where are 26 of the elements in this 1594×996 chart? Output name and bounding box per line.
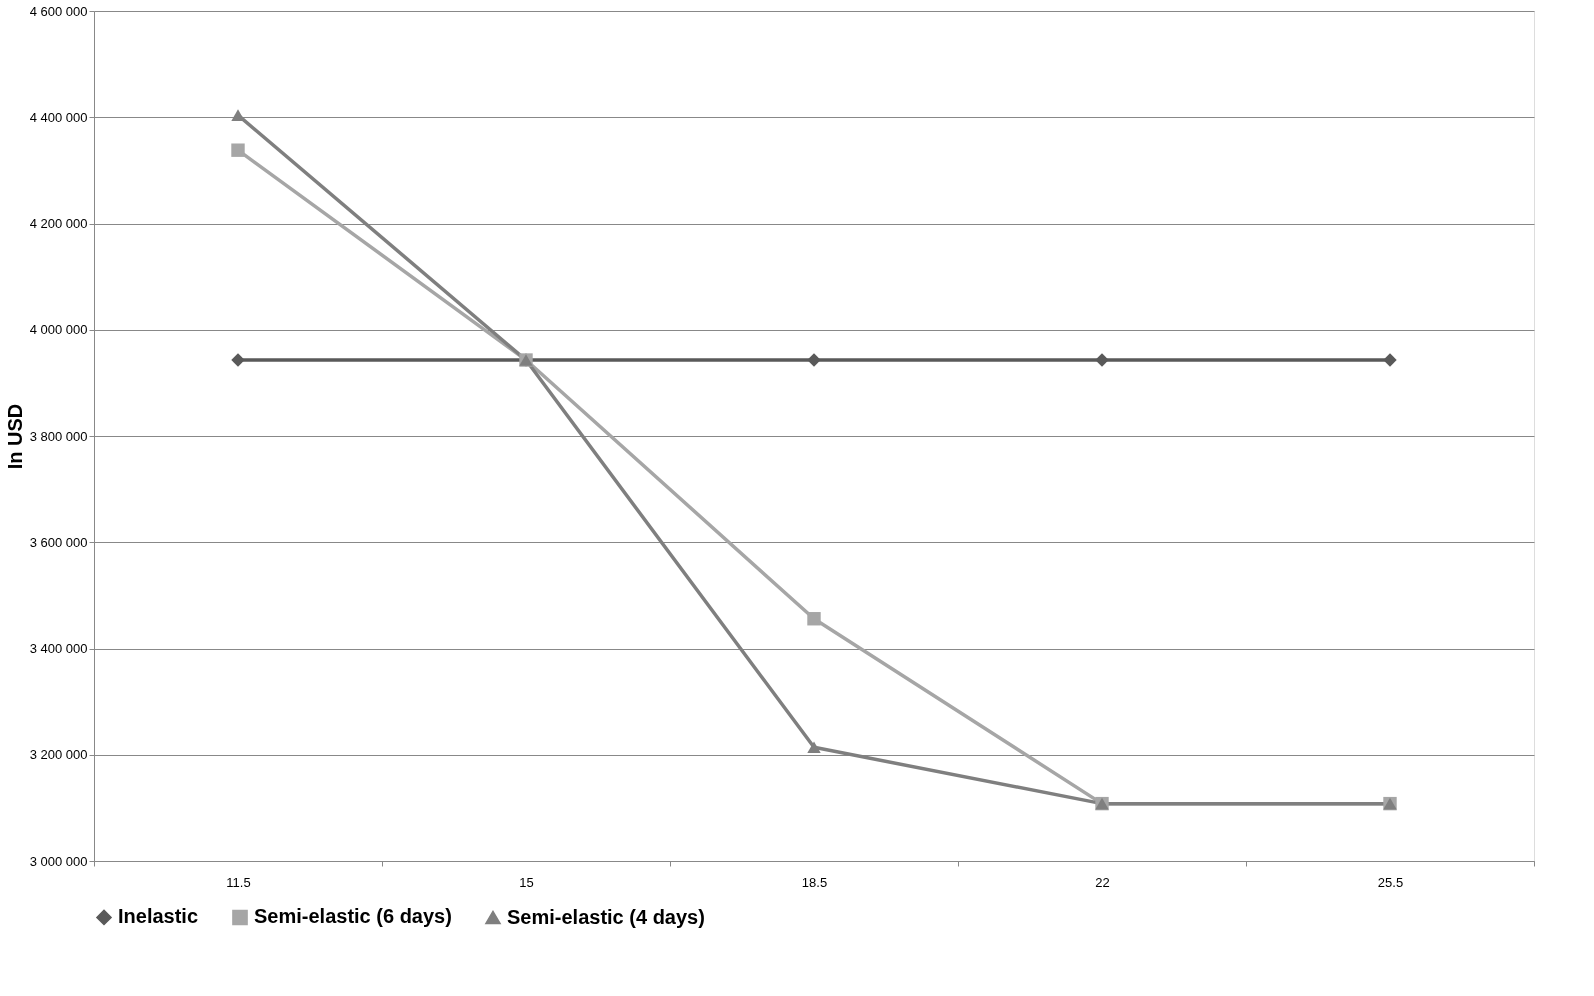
point bbox=[231, 109, 245, 121]
legend-label: Inelastic bbox=[118, 905, 199, 928]
y-tick-label: 4 400 000 bbox=[29, 109, 88, 125]
x-tick-label: 22 bbox=[1095, 874, 1110, 890]
y-tick-label: 4 200 000 bbox=[29, 216, 88, 231]
point bbox=[231, 353, 245, 367]
point bbox=[231, 143, 245, 157]
point bbox=[807, 612, 821, 626]
y-tick-label: 3 200 000 bbox=[29, 747, 88, 763]
y-tick-label: 3 600 000 bbox=[29, 534, 88, 550]
y-tick-label: 3 000 000 bbox=[29, 853, 88, 869]
y-axis-title: In USD bbox=[3, 403, 26, 470]
legend-label: Semi-elastic (6 days) bbox=[254, 905, 452, 928]
x-tick-label: 25.5 bbox=[1377, 874, 1404, 890]
point bbox=[1095, 353, 1109, 367]
x-tick-label: 18.5 bbox=[801, 874, 828, 890]
legend-label: Semi-elastic (4 days) bbox=[507, 905, 705, 928]
point bbox=[1383, 353, 1397, 367]
x-tick-label: 11.5 bbox=[226, 874, 251, 890]
point bbox=[807, 741, 821, 754]
y-tick-label: 3 800 000 bbox=[29, 428, 88, 444]
x-tick-label: 15 bbox=[519, 874, 534, 890]
y-tick-label: 4 600 000 bbox=[29, 3, 88, 19]
point bbox=[807, 353, 821, 367]
y-tick-label: 4 000 000 bbox=[29, 322, 88, 338]
y-tick-label: 3 400 000 bbox=[29, 641, 88, 656]
